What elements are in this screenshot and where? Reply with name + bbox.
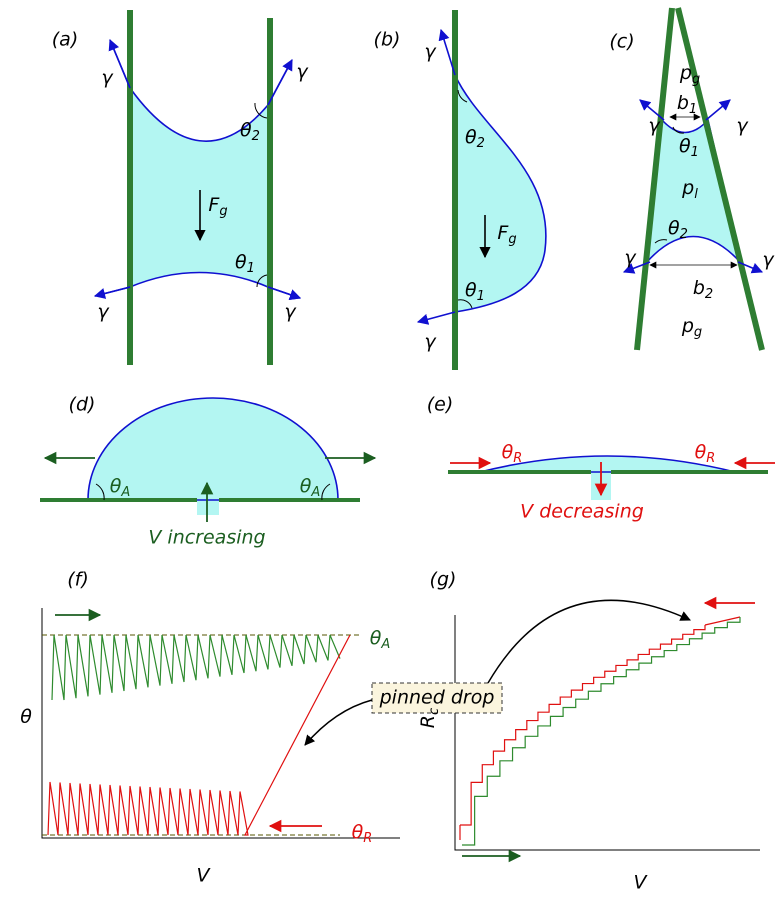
c-pressure-bottom-sub: g	[694, 325, 702, 340]
d-angles-sub: A	[310, 485, 320, 500]
f-label: (f)	[67, 569, 89, 591]
a-theta-top-base: θ	[240, 119, 252, 141]
b-theta-top-sub: 2	[477, 136, 485, 151]
a-label: (a)	[52, 29, 78, 51]
b-theta-bottom-base: θ	[465, 279, 477, 301]
figure: (a)γγγγθ2θ1Fg(b)γγθ2Fgθ1(c)pgb1γγθ1plθ2γ…	[0, 0, 777, 897]
c-theta-top-base: θ	[679, 135, 691, 157]
advancing-trace	[52, 635, 340, 700]
d-caption: V increasing	[148, 527, 265, 549]
arrow	[418, 312, 455, 322]
g-x-label: V	[634, 872, 649, 894]
c-pressure-top-base: p	[679, 62, 692, 84]
c-pressure-top-sub: g	[692, 72, 700, 87]
f-receding: θR	[352, 821, 373, 846]
panel-a	[95, 10, 300, 365]
b-gamma: γ	[424, 331, 437, 353]
f-y-label: θ	[20, 706, 32, 728]
e-angles-sub: R	[513, 451, 522, 466]
e-angles: θR	[502, 441, 523, 466]
g-y-label-base: R	[417, 715, 439, 728]
f-receding-base: θ	[352, 821, 364, 843]
c-theta-top-sub: 1	[691, 145, 699, 160]
c-pressure-top: pg	[679, 62, 700, 87]
c-width-top: b1	[677, 92, 697, 117]
c-gamma: γ	[624, 247, 637, 269]
arrow	[706, 100, 730, 120]
arrow	[95, 287, 130, 296]
e-caption: V decreasing	[520, 501, 644, 523]
b-gamma: γ	[424, 41, 437, 63]
a-force-sub: g	[219, 204, 227, 219]
annotation	[305, 600, 690, 745]
c-pressure-bottom: pg	[681, 315, 702, 340]
a-theta-bottom-base: θ	[235, 251, 247, 273]
g-label: (g)	[430, 569, 457, 591]
panel-d	[40, 398, 375, 522]
d-angles-base: θ	[110, 475, 122, 497]
receding-trace	[48, 635, 350, 835]
c-pressure-liquid-sub: l	[694, 187, 698, 202]
liquid	[455, 75, 546, 312]
a-gamma: γ	[97, 301, 110, 323]
d-angles-sub: A	[120, 485, 130, 500]
a-gamma: γ	[284, 301, 297, 323]
d-label: (d)	[69, 394, 96, 416]
f-x-label: V	[197, 865, 212, 887]
g-y-label-sub: c	[427, 708, 442, 715]
panel-f	[42, 608, 400, 838]
c-gamma: γ	[648, 115, 661, 137]
a-theta-bottom-sub: 1	[247, 261, 255, 276]
c-width-bottom: b2	[693, 277, 713, 302]
receding-stairs	[460, 625, 705, 825]
c-gamma: γ	[736, 115, 749, 137]
e-angles-base: θ	[695, 441, 707, 463]
f-annotation: pinned drop	[379, 687, 495, 709]
e-angles: θR	[695, 441, 716, 466]
c-width-bottom-base: b	[693, 277, 705, 299]
c-theta-bottom-base: θ	[668, 217, 680, 239]
a-gamma: γ	[296, 61, 309, 83]
panel-g	[455, 603, 760, 856]
e-label: (e)	[427, 394, 454, 416]
c-label: (c)	[609, 31, 634, 53]
b-theta-bottom-sub: 1	[477, 289, 485, 304]
a-gamma: γ	[101, 67, 114, 89]
a-theta-top-sub: 2	[252, 129, 260, 144]
c-width-bottom-sub: 2	[705, 287, 713, 302]
f-advancing-base: θ	[370, 627, 382, 649]
b-force-sub: g	[508, 232, 516, 247]
annotation-arrow	[488, 600, 690, 683]
c-theta-bottom-sub: 2	[680, 227, 688, 242]
f-advancing: θA	[370, 627, 391, 652]
f-receding-sub: R	[363, 831, 372, 846]
b-theta-top-base: θ	[465, 126, 477, 148]
e-angles-sub: R	[706, 451, 715, 466]
annotation-arrow	[305, 700, 372, 745]
c-pressure-liquid-base: p	[681, 177, 694, 199]
b-label: (b)	[374, 29, 401, 51]
advancing-stairs	[462, 617, 740, 845]
d-angles-base: θ	[300, 475, 312, 497]
c-width-top-base: b	[677, 92, 689, 114]
panel-e	[448, 456, 775, 500]
c-gamma: γ	[762, 249, 775, 271]
axes	[455, 615, 760, 850]
f-advancing-sub: A	[380, 637, 390, 652]
c-width-top-sub: 1	[689, 102, 697, 117]
panel-b	[418, 10, 546, 370]
c-pressure-bottom-base: p	[681, 315, 694, 337]
e-angles-base: θ	[502, 441, 514, 463]
receding-plateau	[705, 617, 740, 625]
